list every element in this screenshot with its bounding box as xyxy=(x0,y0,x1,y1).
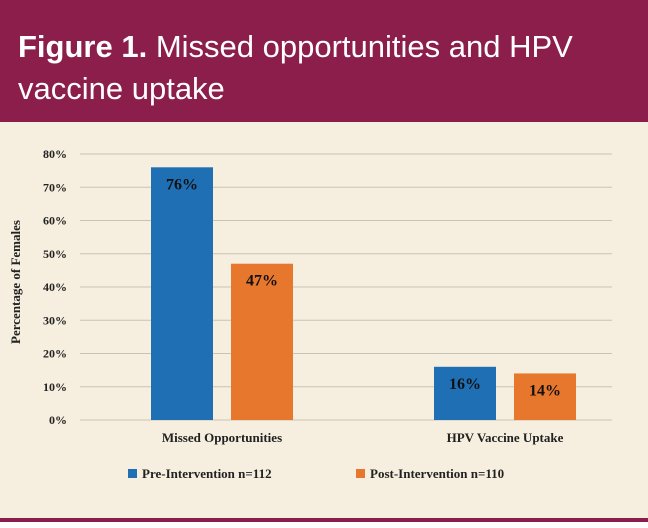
x-axis-categories: Missed Opportunities HPV Vaccine Uptake xyxy=(162,430,564,445)
y-tick-label: 80% xyxy=(43,147,67,161)
category-label: Missed Opportunities xyxy=(162,430,282,445)
category-label: HPV Vaccine Uptake xyxy=(447,430,564,445)
legend-swatch-pre xyxy=(128,469,137,478)
data-label: 47% xyxy=(246,273,278,290)
bars: 76% 47% 16% 14% xyxy=(151,167,576,420)
y-tick-label: 50% xyxy=(43,247,67,261)
bar-pre xyxy=(151,167,213,420)
y-axis-label: Percentage of Females xyxy=(8,220,23,344)
bar-post xyxy=(514,373,576,420)
figure-label: Figure 1. xyxy=(18,29,148,64)
bar-pre xyxy=(434,366,496,420)
y-tick-label: 60% xyxy=(43,214,67,228)
y-tick-label: 0% xyxy=(49,413,67,427)
legend-swatch-post xyxy=(356,469,365,478)
figure-title: Figure 1. Missed opportunities and HPV v… xyxy=(18,26,628,110)
legend-label: Post-Intervention n=110 xyxy=(370,466,504,481)
legend: Pre-Intervention n=112 Post-Intervention … xyxy=(128,466,504,481)
figure-header: Figure 1. Missed opportunities and HPV v… xyxy=(0,0,648,122)
y-tick-label: 20% xyxy=(43,347,67,361)
y-tick-label: 70% xyxy=(43,180,67,194)
data-label: 76% xyxy=(166,176,198,193)
y-tick-label: 40% xyxy=(43,280,67,294)
bar-post xyxy=(231,263,293,420)
legend-label: Pre-Intervention n=112 xyxy=(142,466,272,481)
bar-chart: 0% 10% 20% 30% 40% 50% 60% 70% 80% Percentage of… xyxy=(8,147,612,481)
figure-title-text: Missed opportunities and HPV vaccine upt… xyxy=(18,29,573,106)
y-tick-label: 30% xyxy=(43,313,67,327)
data-label: 14% xyxy=(529,382,561,399)
y-axis-ticks: 0% 10% 20% 30% 40% 50% 60% 70% 80% xyxy=(43,147,67,427)
y-tick-label: 10% xyxy=(43,380,67,394)
data-label: 16% xyxy=(449,376,481,393)
